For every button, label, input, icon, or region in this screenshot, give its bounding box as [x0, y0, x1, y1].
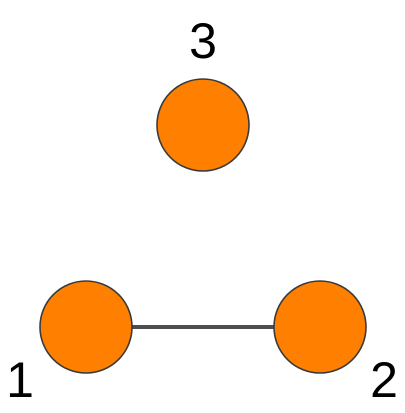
node-2-label: 2	[370, 352, 398, 408]
node-2-circle[interactable]	[273, 280, 367, 374]
node-2[interactable]: 2	[273, 280, 398, 408]
node-1-label: 1	[6, 352, 34, 408]
node-1[interactable]: 1	[6, 280, 133, 408]
nodes-layer: 3 1 2	[6, 13, 398, 408]
node-3[interactable]: 3	[156, 13, 250, 172]
node-1-circle[interactable]	[39, 280, 133, 374]
node-3-circle[interactable]	[156, 78, 250, 172]
node-3-label: 3	[189, 13, 217, 69]
